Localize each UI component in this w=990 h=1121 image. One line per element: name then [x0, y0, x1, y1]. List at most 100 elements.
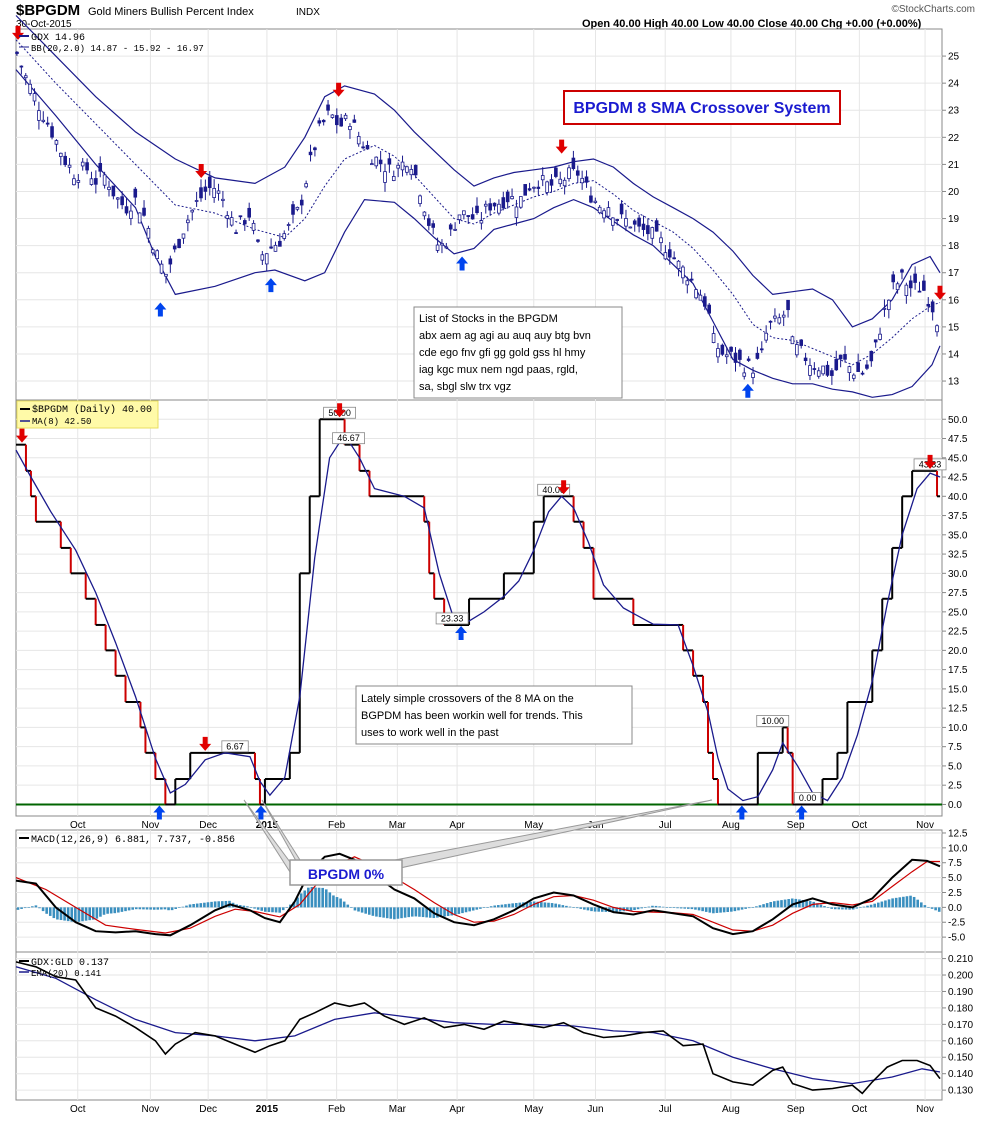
price-bar-body	[838, 354, 843, 360]
price-bar-body	[194, 200, 199, 202]
price-bar-body	[786, 299, 790, 311]
sell-arrow-icon	[557, 480, 570, 495]
histogram-bar	[712, 907, 715, 914]
buy-arrow-icon	[735, 805, 748, 820]
price-bar-body	[663, 252, 668, 260]
price-bar-body	[32, 93, 37, 102]
histogram-bar	[91, 907, 95, 920]
price-bar-body	[89, 178, 94, 185]
price-bar-body	[177, 238, 181, 249]
y-tick-label: 5.0	[948, 761, 962, 772]
histogram-bar	[773, 901, 776, 908]
histogram-bar	[428, 907, 432, 918]
histogram-bar	[102, 907, 106, 915]
histogram-bar	[389, 907, 393, 919]
histogram-bar	[360, 907, 364, 913]
price-bar-body	[313, 147, 317, 151]
histogram-bar	[324, 889, 328, 908]
histogram-bar	[733, 907, 737, 912]
price-bar-body	[611, 217, 615, 226]
x-tick-label: Feb	[328, 820, 346, 831]
price-bar-body	[76, 180, 81, 183]
histogram-bar	[626, 907, 629, 911]
price-bar-body	[830, 370, 834, 376]
histogram-bar	[905, 896, 909, 908]
price-bar-body	[225, 215, 230, 219]
price-bar-body	[843, 354, 847, 360]
gdx-legend-bollinger: BB(20,2.0) 14.87 - 15.92 - 16.97	[31, 44, 204, 54]
histogram-bar	[192, 903, 195, 908]
price-bar-body	[540, 175, 545, 181]
histogram-bar	[38, 907, 41, 909]
histogram-bar	[676, 907, 679, 909]
macd-signal-line	[15, 856, 940, 934]
histogram-bar	[127, 907, 131, 911]
price-bar-body	[685, 280, 690, 286]
data-label-box	[756, 715, 790, 727]
histogram-bar	[475, 907, 479, 910]
price-bar-body	[711, 333, 716, 343]
price-bar-body	[558, 178, 563, 185]
data-label-box	[537, 483, 571, 496]
price-bar-body	[816, 370, 821, 377]
histogram-bar	[160, 907, 163, 910]
histogram-bar	[493, 905, 497, 908]
stocks-note: List of Stocks in the BPGDM abx aem ag a…	[413, 306, 623, 399]
histogram-bar	[765, 903, 769, 908]
price-bar-body	[151, 249, 155, 254]
histogram-bar	[45, 907, 48, 914]
histogram-bar	[869, 904, 873, 908]
stocks-note-line: iag kgc mux nem ngd paas, rgld,	[419, 364, 578, 376]
price-bar-body	[291, 204, 295, 215]
histogram-bar	[876, 902, 880, 908]
data-label-box	[793, 792, 822, 804]
price-bar-body	[746, 358, 751, 361]
price-bar-body	[142, 207, 146, 216]
y-tick-label: 0.170	[948, 1020, 973, 1031]
histogram-bar	[808, 901, 812, 908]
histogram-bar	[203, 902, 206, 908]
y-tick-label: 0.0	[948, 800, 962, 811]
y-tick-label: 2.5	[948, 888, 962, 899]
histogram-bar	[916, 899, 920, 908]
price-bar-body	[45, 122, 50, 125]
y-tick-label: 22	[948, 133, 960, 144]
histogram-bar	[615, 907, 618, 912]
y-tick-label: -5.0	[948, 933, 966, 944]
y-tick-label: 16	[948, 295, 960, 306]
bpgdm-legend-ma: MA(8) 42.50	[32, 417, 91, 427]
price-bar-body	[729, 346, 733, 352]
histogram-bar	[504, 904, 507, 908]
price-bar-body	[85, 162, 89, 171]
histogram-bar	[565, 905, 568, 908]
price-bar-body	[422, 211, 427, 217]
price-bar-body	[821, 365, 825, 375]
histogram-bar	[142, 907, 145, 910]
histogram-bar	[568, 906, 572, 908]
histogram-bar	[357, 907, 360, 912]
y-tick-label: -2.5	[948, 918, 966, 929]
callout-label: BPGDM 0%	[308, 866, 385, 882]
price-bar-body	[186, 219, 190, 224]
price-bar-body	[492, 202, 497, 207]
buy-arrow-icon	[455, 625, 468, 640]
histogram-bar	[859, 907, 862, 908]
price-bar-body	[527, 188, 532, 191]
y-tick-label: 35.0	[948, 530, 968, 541]
price-bar-body	[23, 75, 28, 79]
price-bar-body	[326, 104, 330, 111]
price-bar-body	[256, 239, 260, 242]
x-tick-label: Apr	[449, 820, 465, 831]
price-bar-body	[308, 151, 313, 156]
x-tick-label: Dec	[199, 1104, 217, 1115]
price-bar-body	[554, 167, 558, 177]
histogram-bar	[884, 900, 887, 908]
price-bar-body	[19, 65, 24, 68]
price-bar-body	[159, 263, 164, 274]
histogram-bar	[930, 907, 934, 909]
price-bar-body	[448, 224, 453, 230]
histogram-bar	[52, 907, 56, 919]
price-bar-body	[370, 163, 374, 166]
histogram-bar	[307, 887, 310, 908]
price-bar-body	[646, 225, 650, 235]
